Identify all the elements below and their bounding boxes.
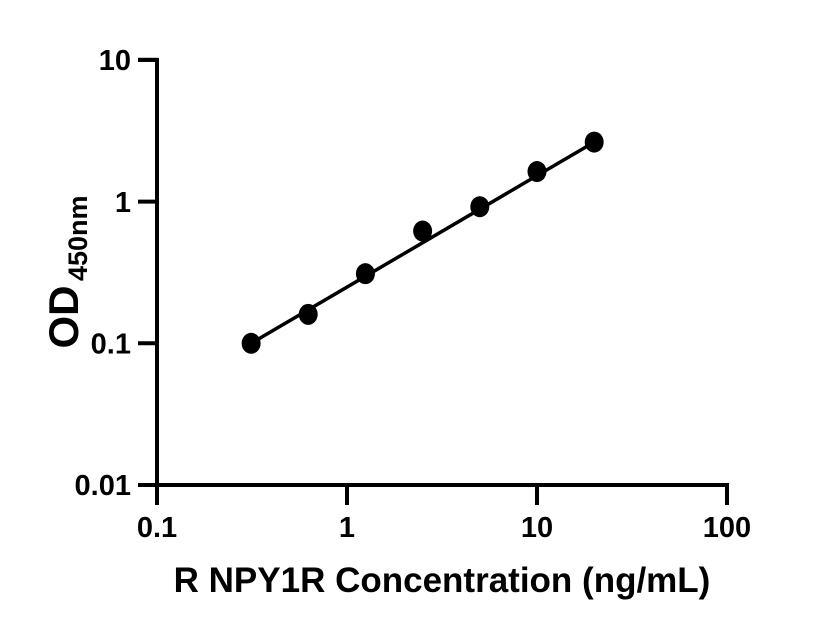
x-tick-label: 1 <box>339 512 355 544</box>
y-tick-label: 10 <box>99 45 131 77</box>
y-axis-title: OD 450nm <box>40 195 93 348</box>
y-axis-title-subscript: 450nm <box>63 195 93 281</box>
y-tick-label: 0.01 <box>75 470 131 502</box>
data-point <box>355 263 375 285</box>
x-tick-label: 10 <box>521 512 553 544</box>
y-tick-label: 1 <box>115 187 131 219</box>
data-point <box>527 161 547 183</box>
data-point <box>413 220 433 242</box>
data-point <box>241 332 261 354</box>
x-axis-title: R NPY1R Concentration (ng/mL) <box>174 561 711 600</box>
y-axis-line <box>138 57 159 505</box>
data-point <box>298 303 318 325</box>
x-tick-label: 0.1 <box>137 512 177 544</box>
data-point <box>470 196 490 218</box>
y-tick-label: 0.1 <box>91 328 131 360</box>
data-point <box>584 131 604 153</box>
y-axis-title-main: OD <box>40 286 87 349</box>
x-axis-line <box>155 483 729 505</box>
x-tick-label: 100 <box>703 512 751 544</box>
